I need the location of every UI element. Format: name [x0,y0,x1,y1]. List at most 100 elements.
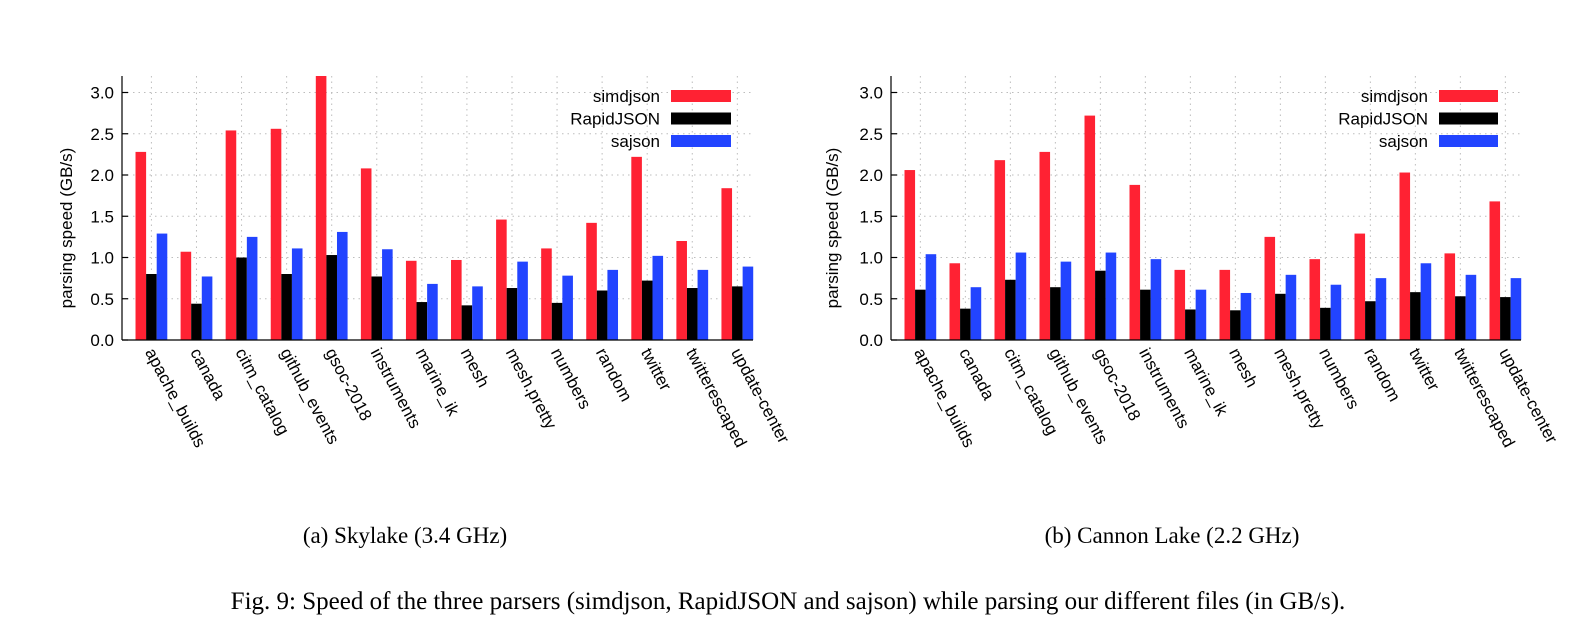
bar-simdjson-numbers [541,248,552,340]
bar-sajson-gsoc-2018 [336,231,348,340]
legend-swatch [671,135,731,147]
bar-RapidJSON-citm_catalog [236,257,247,340]
x-tick-label: marine_ik [1180,345,1232,419]
y-tick-label: 0.0 [859,331,883,350]
bar-sajson-apache_builds [156,233,168,340]
bar-RapidJSON-github_events [1050,287,1061,340]
chart-skylake: 0.00.51.01.52.02.53.0apache_buildscanada… [57,76,793,548]
bar-sajson-update-center [742,266,754,340]
legend-label: RapidJSON [570,110,660,129]
bar-simdjson-twitter [1399,172,1411,340]
y-tick-label: 0.5 [859,290,883,309]
bar-sajson-github_events [291,248,303,340]
bar-sajson-gsoc-2018 [1105,252,1117,340]
bar-sajson-mesh.pretty [1285,274,1297,340]
x-tick-label: twitter [637,345,675,394]
bar-sajson-twitterescaped [697,269,709,341]
bar-RapidJSON-github_events [281,274,292,340]
bar-sajson-random [607,269,619,341]
x-tick-label: numbers [547,345,595,412]
x-tick-label: canada [955,345,998,404]
bar-sajson-update-center [1510,278,1522,341]
bar-simdjson-twitterescaped [1444,253,1456,341]
bar-RapidJSON-instruments [1140,289,1151,340]
legend-swatch [1439,90,1498,102]
bar-simdjson-mesh.pretty [1264,236,1276,341]
x-tick-label: canada [186,345,229,404]
y-tick-label: 0.5 [90,290,114,309]
bar-RapidJSON-mesh.pretty [1275,293,1286,340]
bar-RapidJSON-twitterescaped [1455,296,1466,340]
y-tick-label: 1.0 [859,249,883,268]
bar-sajson-canada [970,287,982,340]
bar-RapidJSON-mesh.pretty [506,288,518,340]
bar-RapidJSON-twitter [641,280,653,340]
bar-simdjson-apache_builds [904,170,916,340]
y-axis-label: parsing speed (GB/s) [823,148,842,309]
bar-simdjson-mesh.pretty [496,219,507,340]
legend-swatch [671,90,731,102]
x-tick-label: twitter [1405,345,1443,394]
bar-sajson-instruments [1150,259,1162,340]
legend-swatch [1439,135,1498,147]
y-axis-label: parsing speed (GB/s) [57,148,76,309]
bar-simdjson-marine_ik [1174,269,1186,341]
bar-RapidJSON-numbers [1320,307,1331,340]
bar-RapidJSON-apache_builds [915,289,926,340]
bar-sajson-random [1375,278,1387,341]
y-tick-label: 1.5 [859,207,883,226]
bar-simdjson-apache_builds [135,151,147,340]
bar-RapidJSON-twitter [1410,292,1421,340]
bar-RapidJSON-update-center [1500,297,1511,340]
bar-simdjson-citm_catalog [225,130,237,340]
bar-sajson-numbers [1330,284,1342,340]
bar-sajson-mesh.pretty [517,261,528,341]
bar-RapidJSON-marine_ik [416,302,428,340]
x-tick-label: random [1360,345,1404,405]
y-tick-label: 3.0 [859,84,883,103]
bar-simdjson-marine_ik [405,260,417,340]
bar-sajson-marine_ik [427,283,438,340]
y-tick-label: 0.0 [90,331,114,350]
bar-simdjson-gsoc-2018 [315,76,327,340]
bar-RapidJSON-canada [960,308,971,340]
bar-RapidJSON-random [596,290,608,340]
bar-RapidJSON-citm_catalog [1005,279,1016,340]
bar-sajson-numbers [562,275,573,340]
bar-sajson-github_events [1060,261,1072,341]
bar-RapidJSON-update-center [732,286,743,341]
legend-swatch [1439,112,1498,125]
bar-RapidJSON-mesh [461,305,473,340]
y-tick-label: 2.5 [859,125,883,144]
bar-sajson-instruments [382,249,393,340]
bar-RapidJSON-canada [191,303,202,340]
x-tick-label: numbers [1315,345,1363,412]
bar-simdjson-mesh [451,259,462,340]
bar-RapidJSON-gsoc-2018 [1095,270,1106,340]
bar-simdjson-instruments [360,168,372,340]
bar-RapidJSON-twitterescaped [686,288,698,340]
bar-sajson-citm_catalog [1015,252,1027,340]
bar-sajson-twitter [1420,263,1432,340]
legend-label: sajson [1379,132,1428,151]
bar-RapidJSON-apache_builds [146,274,157,340]
bar-simdjson-random [1354,233,1366,340]
bar-simdjson-gsoc-2018 [1084,115,1096,340]
x-tick-label: mesh [1225,345,1261,391]
chart-caption: (a) Skylake (3.4 GHz) [303,523,507,548]
y-tick-label: 2.0 [859,166,883,185]
bar-RapidJSON-random [1365,301,1376,340]
bar-simdjson-instruments [1129,184,1141,340]
bar-sajson-twitter [652,255,664,340]
bar-simdjson-citm_catalog [994,160,1006,340]
x-tick-label: random [592,345,636,405]
bar-simdjson-random [586,222,597,340]
bar-simdjson-update-center [721,188,733,340]
bar-RapidJSON-mesh [1230,310,1241,340]
bar-simdjson-github_events [270,128,282,340]
legend-label: simdjson [1361,87,1428,106]
bar-simdjson-mesh [1219,269,1231,341]
bar-sajson-citm_catalog [246,236,258,341]
bar-sajson-marine_ik [1195,289,1207,340]
chart-cannon-lake: 0.00.51.01.52.02.53.0apache_buildscanada… [823,76,1561,548]
